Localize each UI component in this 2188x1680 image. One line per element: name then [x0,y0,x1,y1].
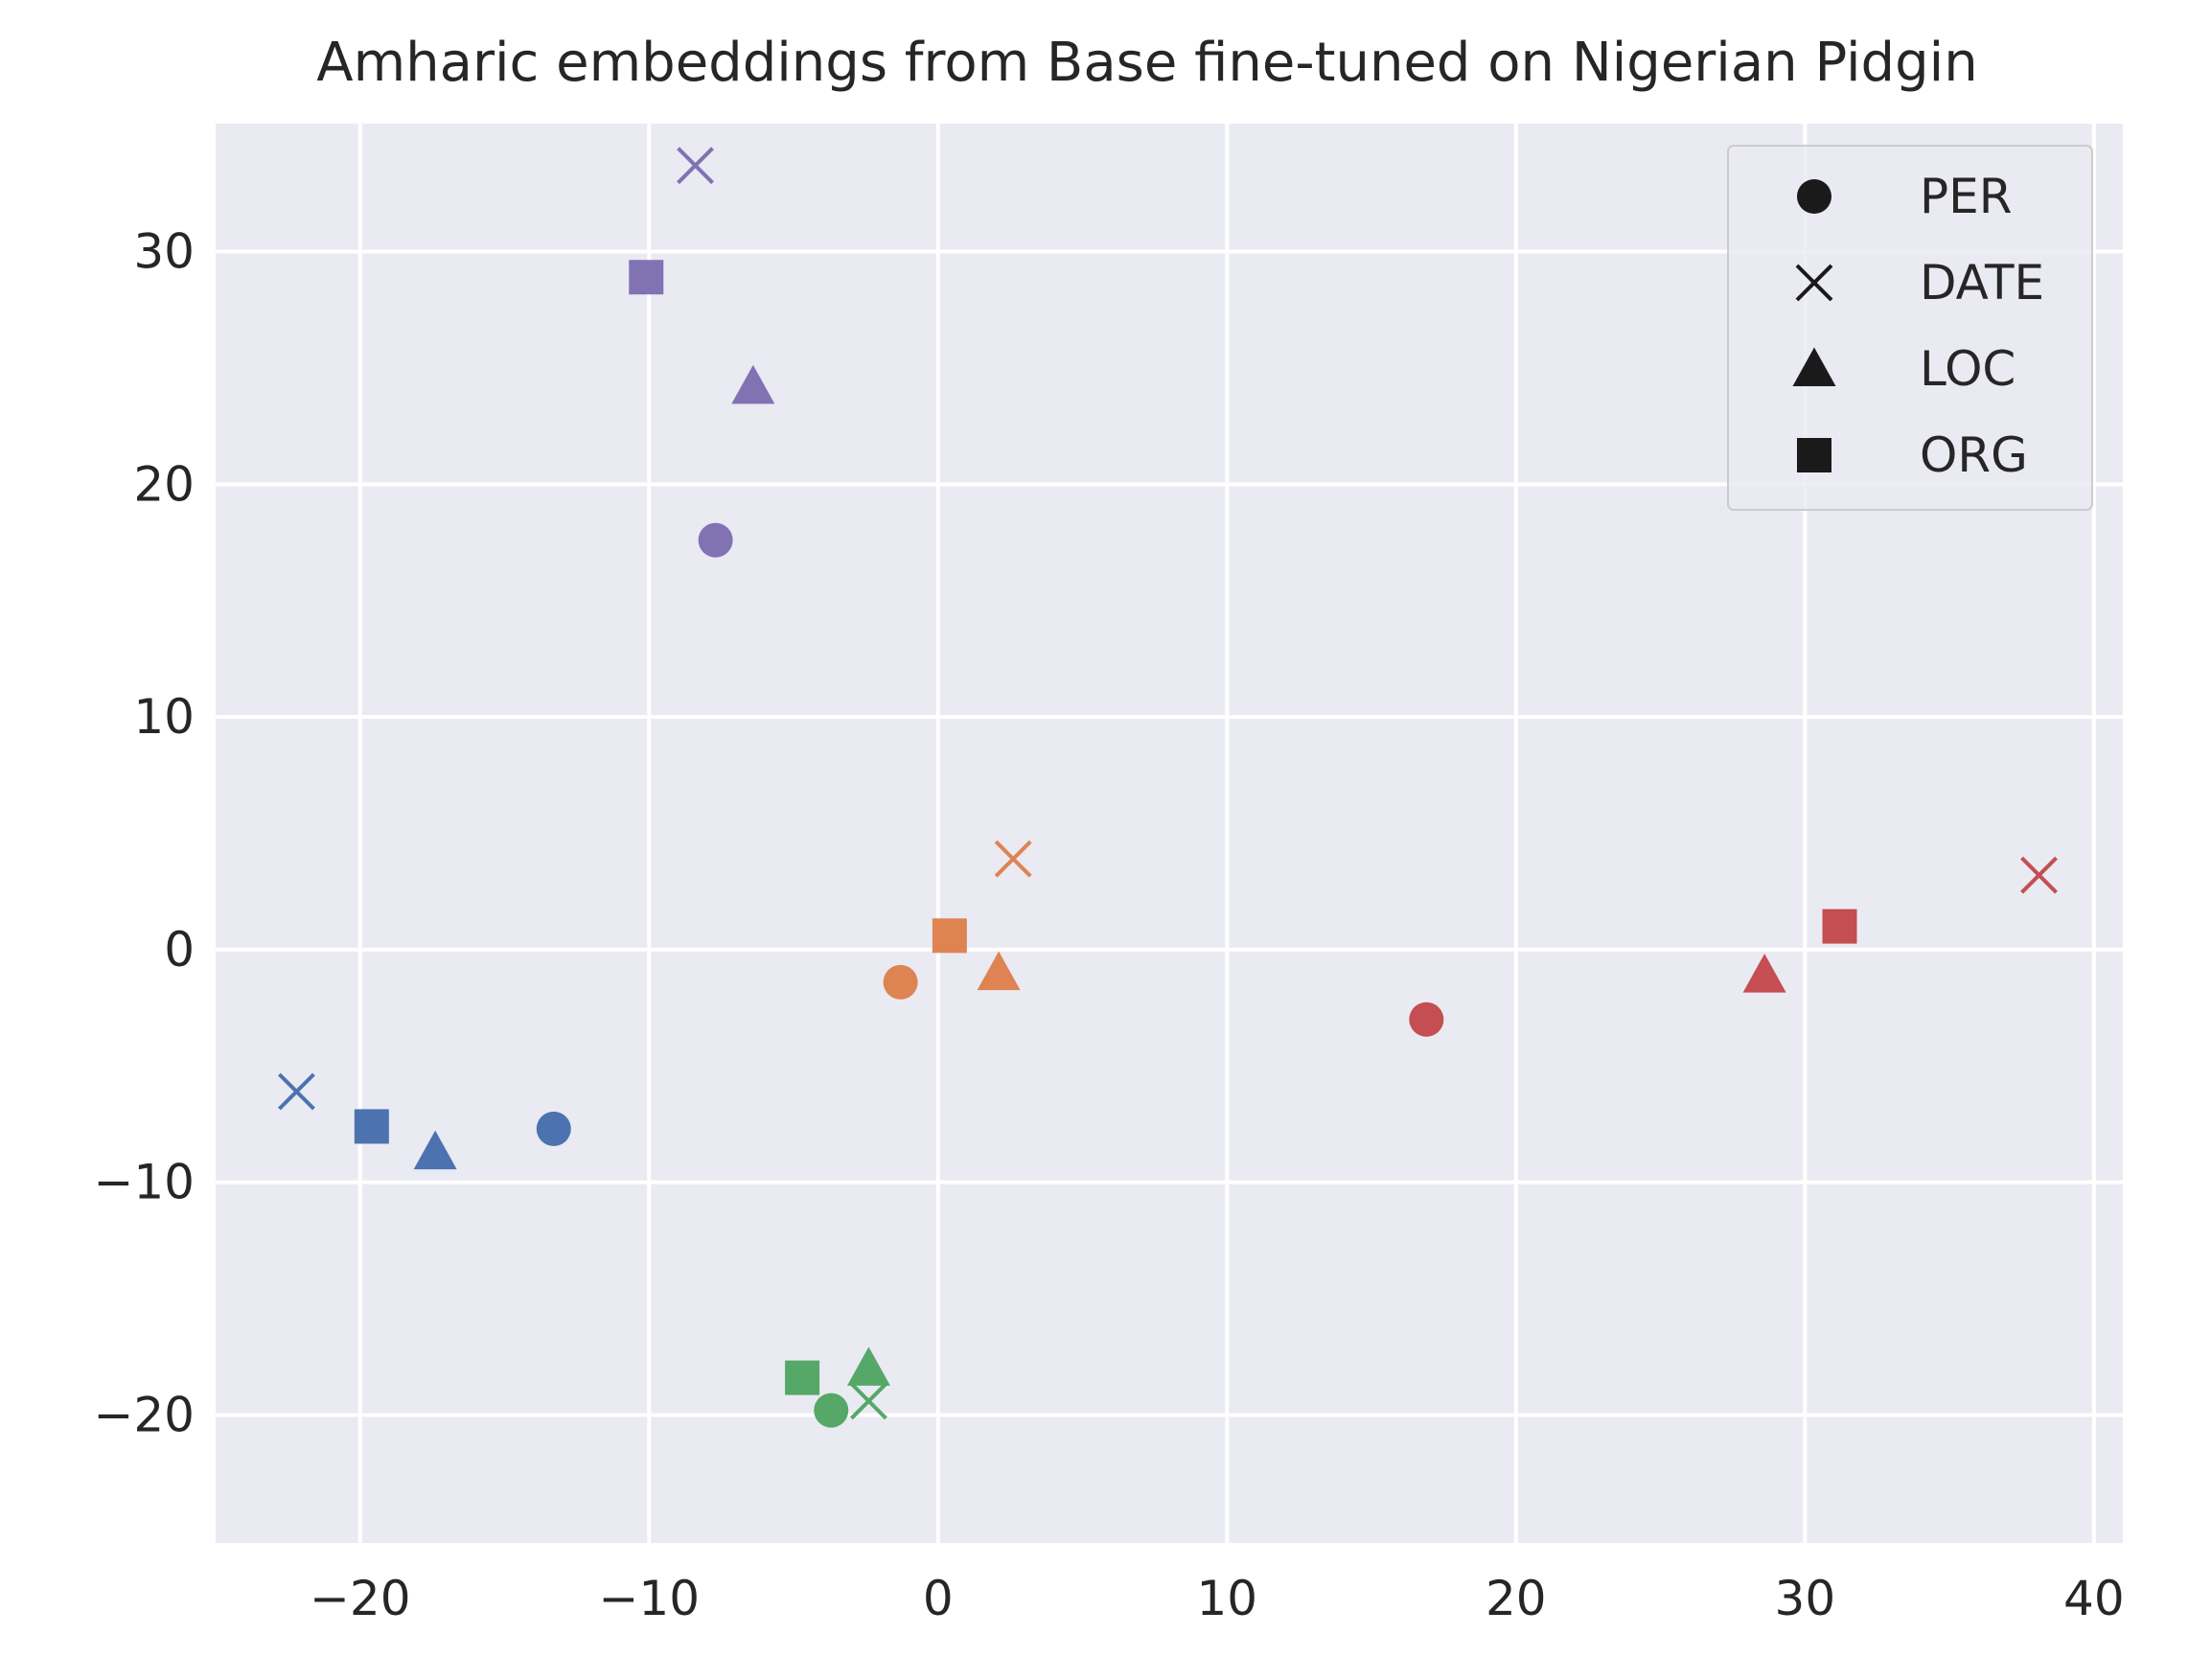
org-point [1822,909,1857,944]
data-points [278,147,2058,1428]
loc-point [846,1346,890,1386]
x-tick-label: 20 [1486,1571,1547,1626]
per-point [814,1392,849,1428]
legend: PER DATE LOC ORG [1727,145,2093,511]
x-tick-label: 40 [2063,1571,2125,1626]
x-tick-label: 30 [1775,1571,1836,1626]
org-point [785,1360,820,1395]
legend-label-org: ORG [1920,427,2028,483]
y-tick-label: 30 [133,224,195,280]
org-point [629,260,664,295]
x-tick-label: −10 [599,1571,701,1626]
date-point [850,1382,887,1420]
legend-label-per: PER [1920,169,2012,224]
loc-point [731,364,775,404]
x-tick-label: 10 [1196,1571,1257,1626]
per-point [698,522,733,558]
legend-box [1727,145,2093,511]
legend-marker-org [1797,438,1831,472]
date-point [677,147,714,185]
per-point [536,1111,571,1146]
y-tick-label: 10 [133,689,195,745]
loc-point [413,1130,457,1170]
loc-point [1742,954,1786,993]
y-tick-label: −10 [93,1155,195,1210]
org-point [932,918,967,954]
legend-marker-date [1795,264,1833,302]
legend-marker-loc [1792,347,1836,386]
grid-lines [216,124,2123,1543]
axis-tick-labels: −20 −10 0 10 20 30 40 −20 −10 0 10 20 30 [93,224,2124,1626]
date-point [2020,856,2058,894]
org-point [354,1109,389,1144]
per-point [1409,1001,1444,1037]
y-tick-label: 20 [133,456,195,512]
legend-label-date: DATE [1920,255,2044,311]
date-point [994,840,1032,878]
per-point [883,964,918,1000]
x-tick-label: 0 [923,1571,954,1626]
legend-label-loc: LOC [1920,341,2015,397]
y-tick-label: −20 [93,1387,195,1442]
date-point [278,1072,315,1111]
chart-title: Amharic embeddings from Base fine-tuned … [316,32,1977,94]
loc-point [977,951,1021,991]
legend-marker-per [1797,179,1831,214]
y-tick-label: 0 [164,922,195,978]
x-tick-label: −20 [310,1571,411,1626]
